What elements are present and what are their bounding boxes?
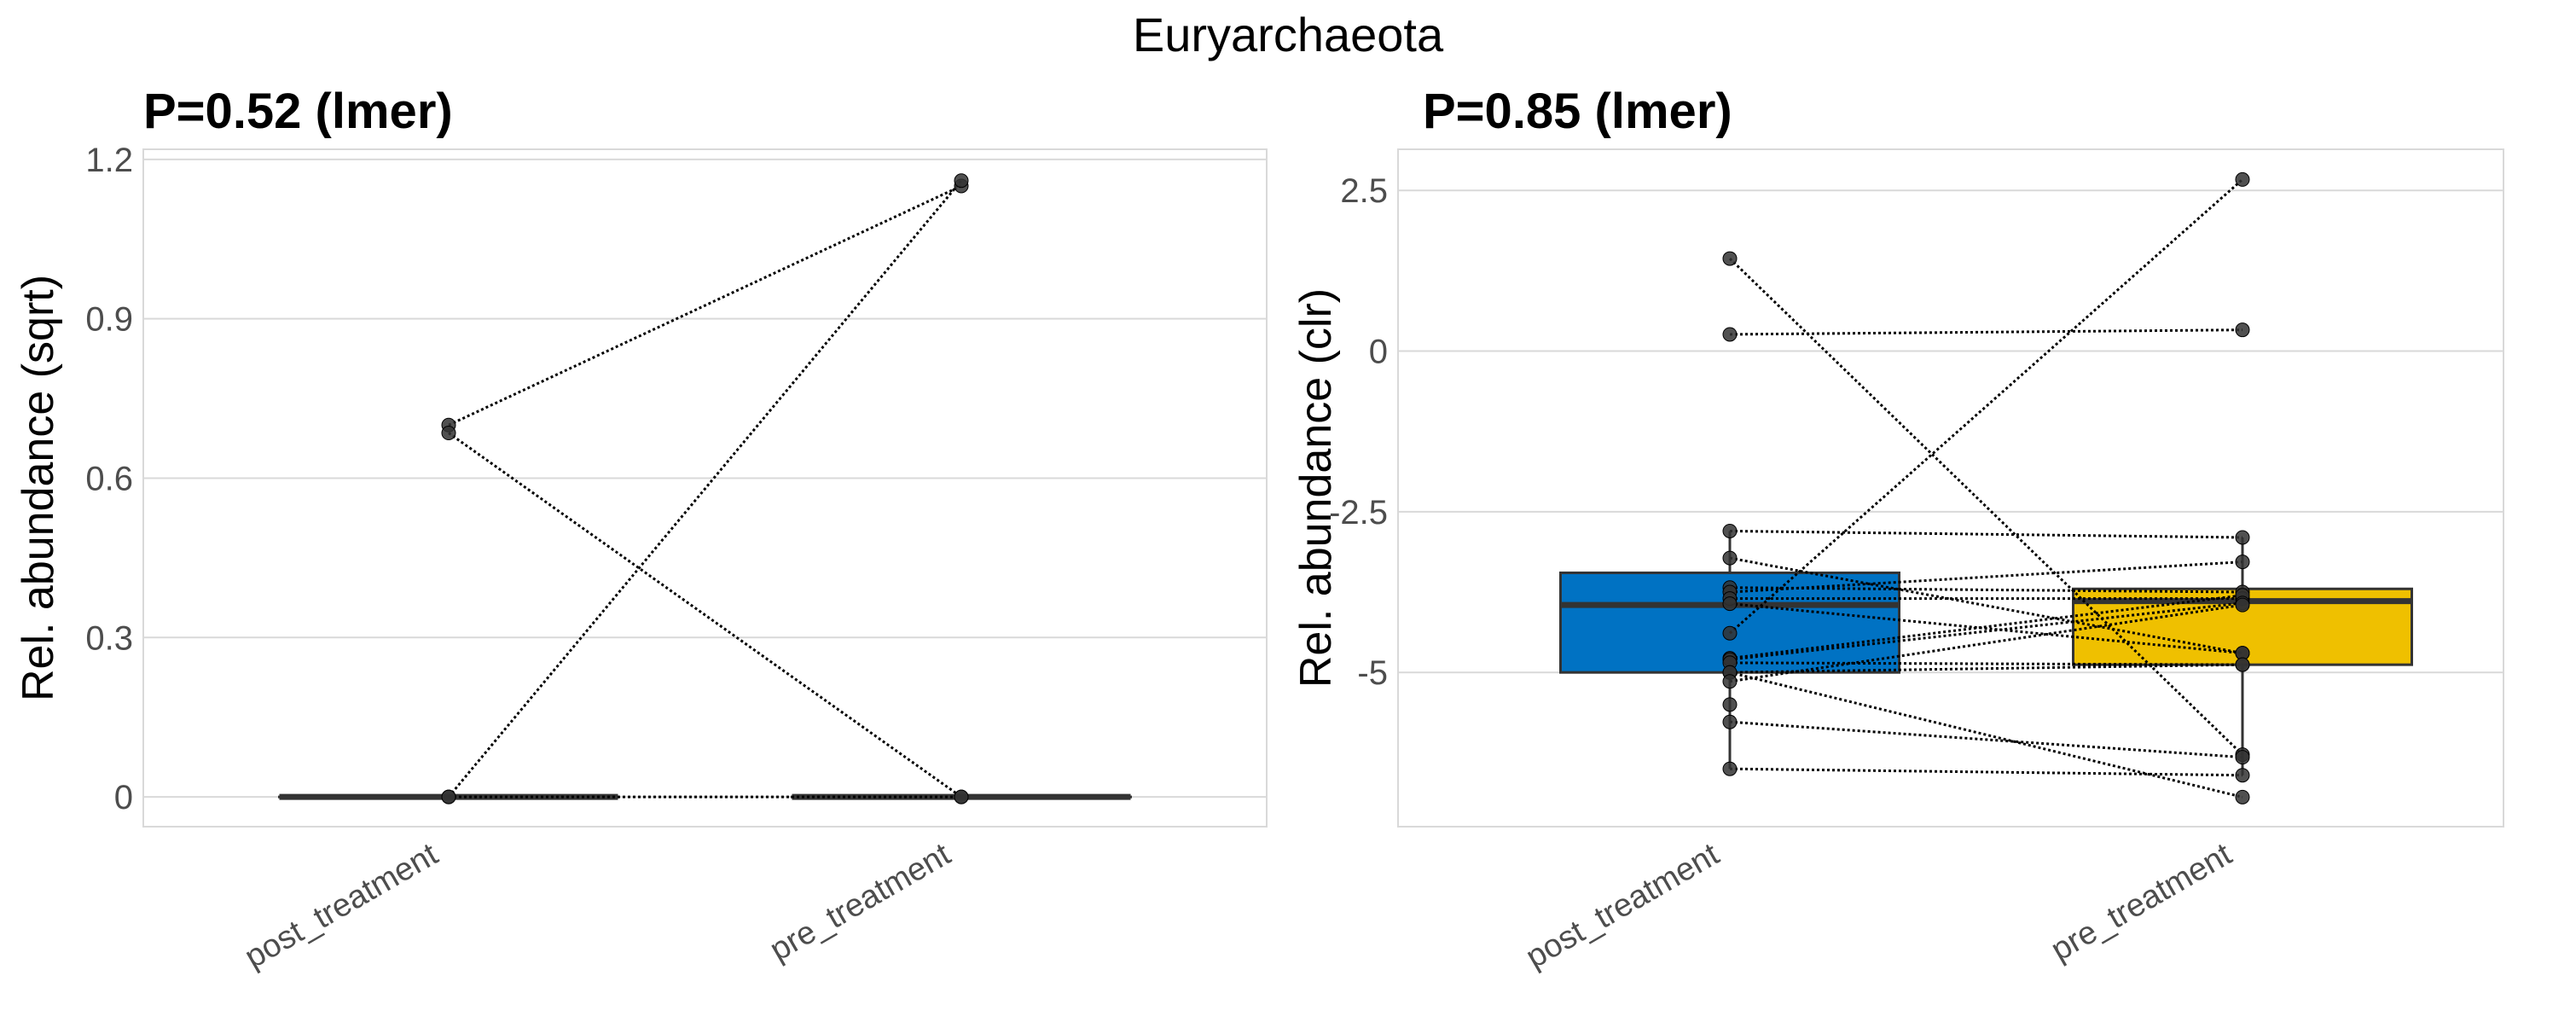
data-point: [2236, 790, 2249, 804]
data-point: [954, 790, 968, 804]
y-axis-title: Rel. abundance (sqrt): [14, 275, 63, 701]
data-point: [1723, 524, 1737, 537]
data-point: [1723, 597, 1737, 611]
data-point: [1723, 675, 1737, 688]
panel-sqrt: 0 0.3 0.6 0.9 1.2 P=0.52 (lmer) Rel. abundance…: [14, 84, 1267, 976]
panel-clr: -5-2.502.5P=0.85 (lmer)Rel. abundance (c…: [1291, 84, 2503, 976]
data-point: [1723, 551, 1737, 565]
data-point: [2236, 751, 2249, 764]
panel-title: P=0.52 (lmer): [143, 84, 453, 139]
data-point: [1723, 626, 1737, 640]
y-tick-label: 0.9: [85, 301, 133, 339]
data-point: [954, 174, 968, 188]
data-point: [2236, 323, 2249, 337]
figure-title: Euryarchaeota: [1133, 8, 1444, 61]
x-tick-label: post_treatment: [239, 836, 444, 975]
x-tick-label: pre_treatment: [764, 836, 957, 968]
y-tick-label: 0: [114, 779, 133, 816]
y-tick-label: 1.2: [85, 142, 133, 179]
y-tick-label: -5: [1357, 654, 1388, 692]
y-tick-label: 0.3: [85, 619, 133, 657]
panel-title: P=0.85 (lmer): [1423, 84, 1732, 139]
data-point: [2236, 555, 2249, 569]
data-point: [2236, 598, 2249, 612]
y-tick-label: 0: [1369, 334, 1388, 371]
y-tick-label: 2.5: [1340, 172, 1388, 210]
data-point: [2236, 172, 2249, 186]
x-tick-label: pre_treatment: [2045, 836, 2238, 968]
y-axis-title: Rel. abundance (clr): [1291, 288, 1341, 688]
y-tick-label: 0.6: [85, 460, 133, 497]
data-point: [2236, 531, 2249, 544]
data-point: [1723, 252, 1737, 265]
data-point: [1723, 715, 1737, 729]
data-point: [442, 427, 455, 440]
data-point: [1723, 698, 1737, 711]
x-tick-label: post_treatment: [1520, 836, 1726, 975]
data-point: [2236, 658, 2249, 671]
data-point: [442, 790, 455, 804]
data-point: [2236, 769, 2249, 782]
data-point: [1723, 328, 1737, 341]
data-point: [1723, 762, 1737, 775]
